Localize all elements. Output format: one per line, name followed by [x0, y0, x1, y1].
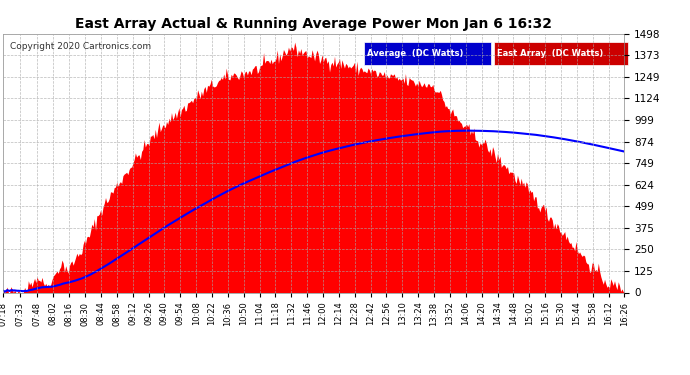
FancyBboxPatch shape [364, 42, 491, 65]
Text: Average  (DC Watts): Average (DC Watts) [367, 49, 463, 58]
FancyBboxPatch shape [494, 42, 628, 65]
Text: East Array  (DC Watts): East Array (DC Watts) [497, 49, 603, 58]
Title: East Array Actual & Running Average Power Mon Jan 6 16:32: East Array Actual & Running Average Powe… [75, 17, 553, 31]
Text: Copyright 2020 Cartronics.com: Copyright 2020 Cartronics.com [10, 42, 151, 51]
